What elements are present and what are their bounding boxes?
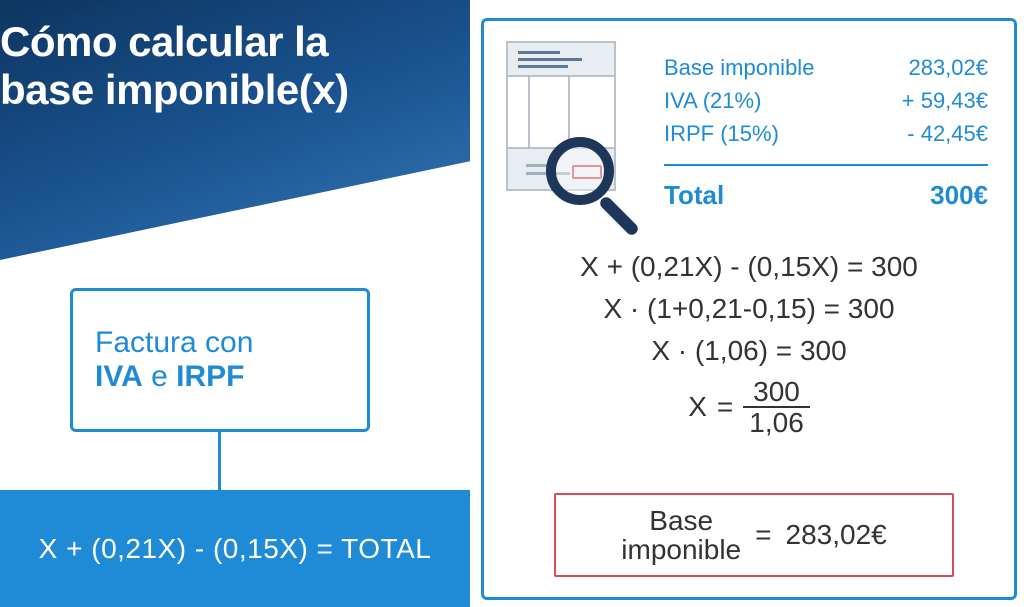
tax-irpf: IRPF bbox=[176, 360, 244, 393]
title-line-1: Cómo calcular la bbox=[0, 18, 328, 65]
infographic-root: Cómo calcular la base imponible(x) Factu… bbox=[0, 0, 1024, 607]
invoice-type-box: Factura con IVA e IRPF bbox=[70, 288, 370, 432]
result-label-l2: imponible bbox=[621, 535, 741, 564]
frac-lhs: X bbox=[688, 391, 707, 423]
breakdown-value: 283,02€ bbox=[908, 51, 988, 84]
breakdown-label: IVA (21%) bbox=[664, 84, 761, 117]
breakdown-row: IVA (21%) + 59,43€ bbox=[664, 84, 988, 117]
breakdown-label: Base imponible bbox=[664, 51, 814, 84]
connector-line bbox=[218, 432, 221, 490]
frac-num: 300 bbox=[747, 377, 806, 406]
breakdown-value: + 59,43€ bbox=[902, 84, 988, 117]
breakdown-divider bbox=[664, 164, 988, 166]
breakdown-row: IRPF (15%) - 42,45€ bbox=[664, 117, 988, 150]
result-eq: = bbox=[755, 519, 771, 551]
tax-joiner: e bbox=[143, 360, 176, 393]
breakdown-value: - 42,45€ bbox=[907, 117, 988, 150]
derivation-steps: X + (0,21X) - (0,15X) = 300 X · (1+0,21-… bbox=[514, 251, 984, 448]
breakdown-row: Base imponible 283,02€ bbox=[664, 51, 988, 84]
frac-eq: = bbox=[717, 391, 733, 423]
worked-example-panel: Base imponible 283,02€ IVA (21%) + 59,43… bbox=[481, 18, 1017, 600]
page-title: Cómo calcular la base imponible(x) bbox=[0, 18, 460, 115]
result-label-l1: Base bbox=[649, 506, 713, 535]
title-line-2: base imponible(x) bbox=[0, 66, 349, 113]
step-1: X + (0,21X) - (0,15X) = 300 bbox=[514, 251, 984, 283]
frac-den: 1,06 bbox=[743, 408, 810, 437]
step-2: X · (1+0,21-0,15) = 300 bbox=[514, 293, 984, 325]
generic-formula-bar: X + (0,21X) - (0,15X) = TOTAL bbox=[0, 490, 470, 607]
invoice-label-line1: Factura con bbox=[95, 326, 345, 360]
total-value: 300€ bbox=[930, 176, 988, 215]
invoice-label-line2: IVA e IRPF bbox=[95, 360, 345, 394]
result-value: 283,02€ bbox=[786, 519, 887, 551]
total-label: Total bbox=[664, 176, 724, 215]
step-3: X · (1,06) = 300 bbox=[514, 335, 984, 367]
breakdown-label: IRPF (15%) bbox=[664, 117, 779, 150]
magnifier-icon bbox=[546, 137, 646, 237]
step-4: X = 300 1,06 bbox=[514, 377, 984, 438]
result-label: Base imponible bbox=[621, 506, 741, 565]
generic-formula-text: X + (0,21X) - (0,15X) = TOTAL bbox=[39, 533, 432, 565]
invoice-breakdown: Base imponible 283,02€ IVA (21%) + 59,43… bbox=[664, 51, 988, 215]
breakdown-total-row: Total 300€ bbox=[664, 176, 988, 215]
result-box: Base imponible = 283,02€ bbox=[554, 493, 954, 577]
fraction: 300 1,06 bbox=[743, 377, 810, 438]
tax-iva: IVA bbox=[95, 360, 143, 393]
